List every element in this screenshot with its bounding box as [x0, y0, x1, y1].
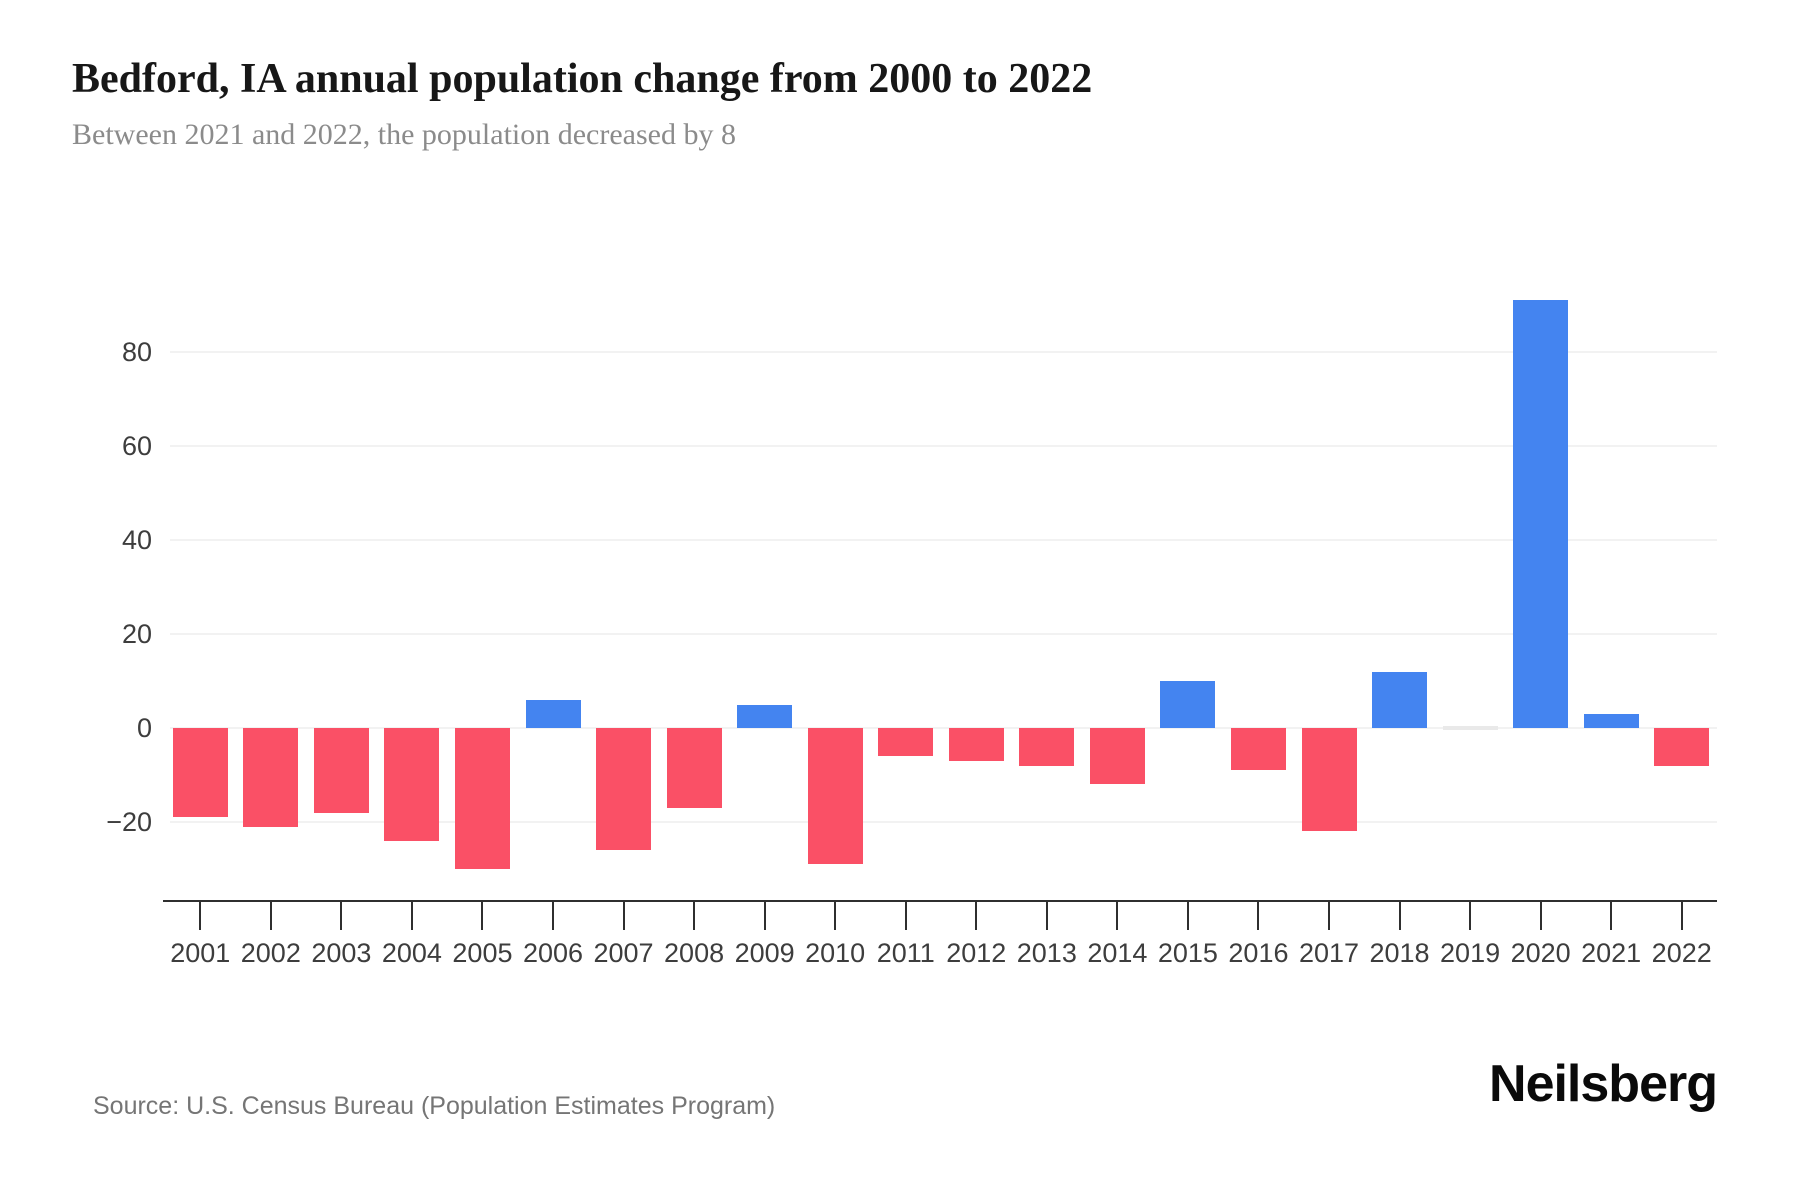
x-axis-tick: [763, 900, 766, 930]
x-axis-label-2013: 2013: [1016, 938, 1077, 968]
x-axis-tick: [1680, 900, 1683, 930]
x-axis-label-2018: 2018: [1369, 938, 1430, 968]
x-axis-label-2001: 2001: [170, 938, 231, 968]
x-axis-label-2005: 2005: [452, 938, 513, 968]
bar-2003: [313, 728, 369, 813]
bar-2014: [1089, 728, 1145, 785]
x-axis-tick: [199, 900, 202, 930]
x-axis-tick: [481, 900, 484, 930]
x-axis-label-2003: 2003: [311, 938, 372, 968]
x-axis-tick: [975, 900, 978, 930]
y-axis-tick-label: 0: [136, 713, 152, 743]
y-axis-tick-label: 60: [121, 431, 152, 461]
y-axis-tick-label: −20: [106, 807, 152, 837]
y-axis-tick-label: 20: [121, 619, 152, 649]
x-axis-tick: [1186, 900, 1189, 930]
bar-2013: [1019, 728, 1075, 766]
x-axis-tick: [1257, 900, 1260, 930]
x-axis-tick: [1539, 900, 1542, 930]
gridline-20: [170, 633, 1717, 635]
x-axis-tick: [1328, 900, 1330, 930]
x-axis-tick: [552, 900, 554, 930]
x-axis-tick: [1469, 900, 1472, 930]
y-axis-tick-label: 80: [121, 337, 152, 367]
x-axis-tick: [1398, 900, 1401, 930]
bar-2015: [1160, 681, 1216, 728]
bar-2009: [737, 704, 793, 728]
bar-2006: [525, 699, 581, 728]
x-axis-tick: [1610, 900, 1613, 930]
x-axis-line: [163, 900, 1717, 902]
x-axis-label-2015: 2015: [1157, 938, 1218, 968]
gridline-40: [170, 539, 1717, 541]
x-axis-tick: [834, 900, 837, 930]
bar-2001: [172, 728, 228, 818]
bar-2004: [384, 728, 440, 841]
x-axis-label-2010: 2010: [805, 938, 866, 968]
source-note: Source: U.S. Census Bureau (Population E…: [93, 1092, 776, 1120]
bar-2019: [1442, 726, 1498, 730]
x-axis-label-2011: 2011: [876, 938, 935, 968]
x-axis-label-2007: 2007: [593, 938, 654, 968]
bar-2010: [807, 728, 863, 865]
neilsberg-logo: Neilsberg: [1489, 1055, 1718, 1113]
bar-2005: [454, 728, 510, 869]
x-axis-tick: [693, 900, 696, 930]
x-axis-tick: [1116, 900, 1119, 930]
x-axis-label-2009: 2009: [734, 938, 795, 968]
x-axis-label-2002: 2002: [240, 938, 301, 968]
x-axis-label-2020: 2020: [1510, 938, 1571, 968]
chart-subtitle: Between 2021 and 2022, the population de…: [72, 118, 736, 151]
bar-2007: [596, 728, 652, 851]
bar-2017: [1301, 728, 1357, 832]
x-axis-tick: [904, 900, 907, 930]
bar-2016: [1230, 728, 1286, 771]
x-axis-tick: [269, 900, 272, 930]
x-axis-label-2017: 2017: [1298, 938, 1360, 968]
chart-title: Bedford, IA annual population change fro…: [72, 56, 1093, 102]
bar-2012: [948, 728, 1004, 761]
y-axis-tick-label: 40: [121, 525, 152, 555]
bar-2008: [666, 728, 722, 808]
bar-2018: [1372, 671, 1428, 728]
x-axis-label-2012: 2012: [946, 938, 1007, 968]
bar-2021: [1583, 713, 1639, 728]
bar-2011: [878, 728, 934, 757]
gridline-80: [170, 351, 1717, 353]
x-axis-tick: [1045, 900, 1048, 930]
bar-2022: [1654, 728, 1710, 766]
gridline--20: [170, 821, 1717, 823]
x-axis-label-2019: 2019: [1440, 938, 1501, 968]
x-axis-label-2006: 2006: [522, 938, 584, 968]
x-axis-label-2016: 2016: [1228, 938, 1289, 968]
bar-2020: [1513, 300, 1569, 728]
x-axis-label-2004: 2004: [381, 938, 442, 968]
x-axis-label-2008: 2008: [664, 938, 725, 968]
x-axis-label-2014: 2014: [1087, 938, 1148, 968]
x-axis-tick: [622, 900, 625, 930]
x-axis-tick: [340, 900, 343, 930]
x-axis-label-2021: 2021: [1581, 938, 1642, 968]
gridline-60: [170, 445, 1717, 447]
bar-2002: [243, 728, 299, 827]
gridline-0: [170, 727, 1717, 729]
x-axis-label-2022: 2022: [1651, 938, 1712, 968]
x-axis-tick: [410, 900, 413, 930]
